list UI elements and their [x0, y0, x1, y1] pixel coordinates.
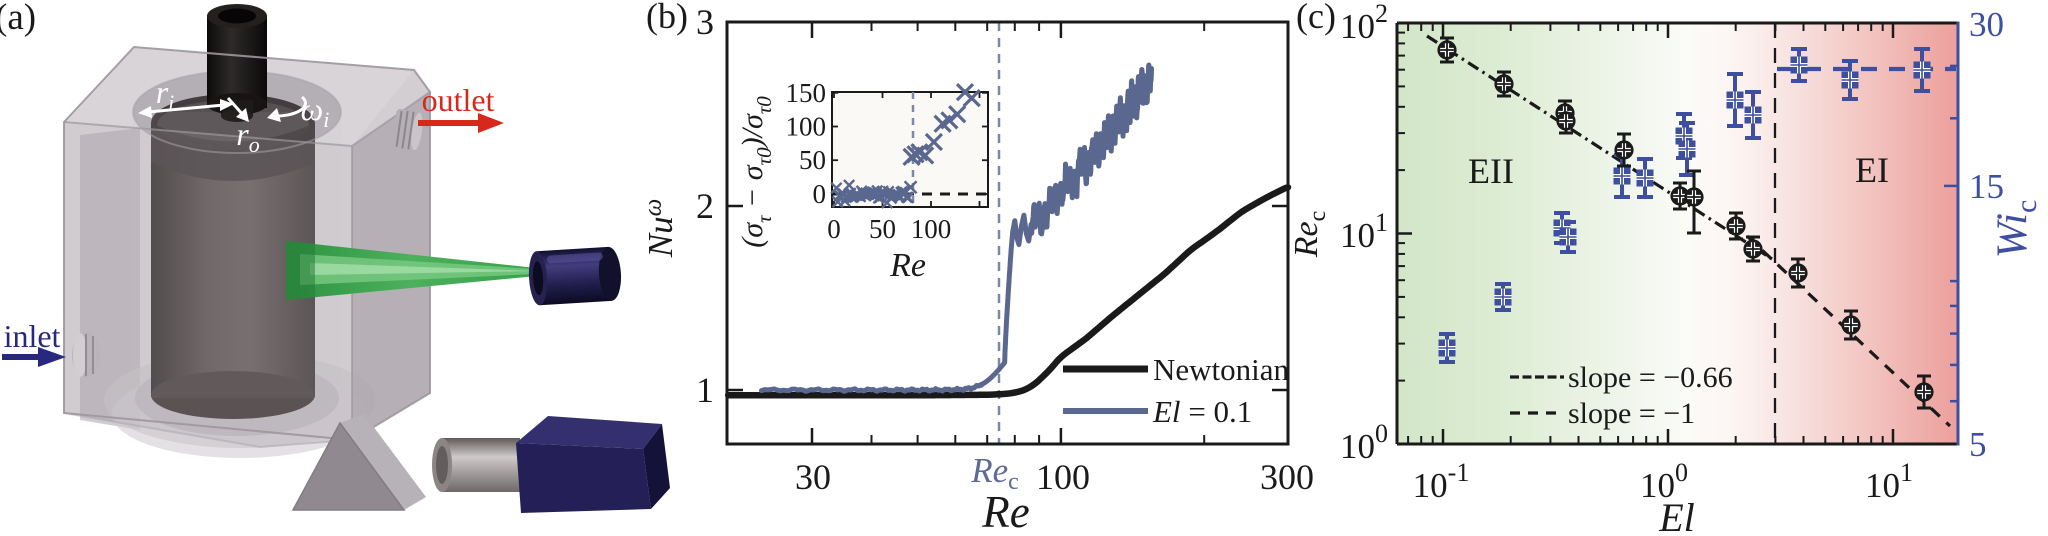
svg-text:1: 1	[696, 370, 714, 410]
svg-text:El = 0.1: El = 0.1	[1152, 394, 1252, 429]
svg-text:30: 30	[1969, 5, 2004, 44]
svg-text:Nuω: Nuω	[640, 199, 680, 259]
svg-text:(b): (b)	[646, 0, 688, 36]
svg-text:(a): (a)	[0, 0, 36, 38]
svg-text:Re: Re	[981, 487, 1029, 536]
svg-text:Rec: Rec	[970, 451, 1019, 495]
svg-text:50: 50	[869, 214, 896, 244]
svg-text:100: 100	[1036, 457, 1090, 497]
svg-text:0: 0	[827, 214, 841, 244]
svg-text:EII: EII	[1468, 151, 1514, 191]
svg-text:15: 15	[1969, 167, 2004, 206]
svg-text:(c): (c)	[1296, 0, 1336, 36]
svg-text:2: 2	[696, 186, 714, 226]
svg-text:El: El	[1658, 495, 1695, 536]
svg-text:Wic: Wic	[1989, 200, 2043, 259]
svg-text:Re: Re	[889, 247, 926, 284]
svg-text:100: 100	[911, 214, 952, 244]
svg-text:inlet: inlet	[4, 318, 61, 354]
svg-text:slope = −0.66: slope = −0.66	[1568, 361, 1733, 394]
svg-text:30: 30	[795, 457, 831, 497]
svg-text:102: 102	[1340, 0, 1388, 46]
svg-text:101: 101	[1340, 208, 1388, 255]
svg-text:(στ − στ0)/στ0: (στ − στ0)/στ0	[736, 96, 776, 248]
svg-text:slope = −1: slope = −1	[1568, 397, 1695, 430]
svg-text:Newtonian: Newtonian	[1153, 352, 1290, 387]
svg-text:101: 101	[1865, 458, 1913, 505]
svg-text:EI: EI	[1855, 150, 1889, 190]
svg-text:3: 3	[696, 2, 714, 42]
svg-text:5: 5	[1969, 425, 1987, 464]
svg-text:50: 50	[799, 145, 826, 175]
svg-text:300: 300	[1260, 457, 1314, 497]
svg-text:outlet: outlet	[422, 82, 495, 118]
svg-text:150: 150	[786, 78, 827, 108]
svg-text:100: 100	[1340, 419, 1388, 466]
svg-text:10-1: 10-1	[1413, 458, 1470, 505]
svg-text:Rec: Rec	[1288, 211, 1331, 259]
svg-text:100: 100	[786, 112, 827, 142]
svg-text:0: 0	[813, 179, 827, 209]
